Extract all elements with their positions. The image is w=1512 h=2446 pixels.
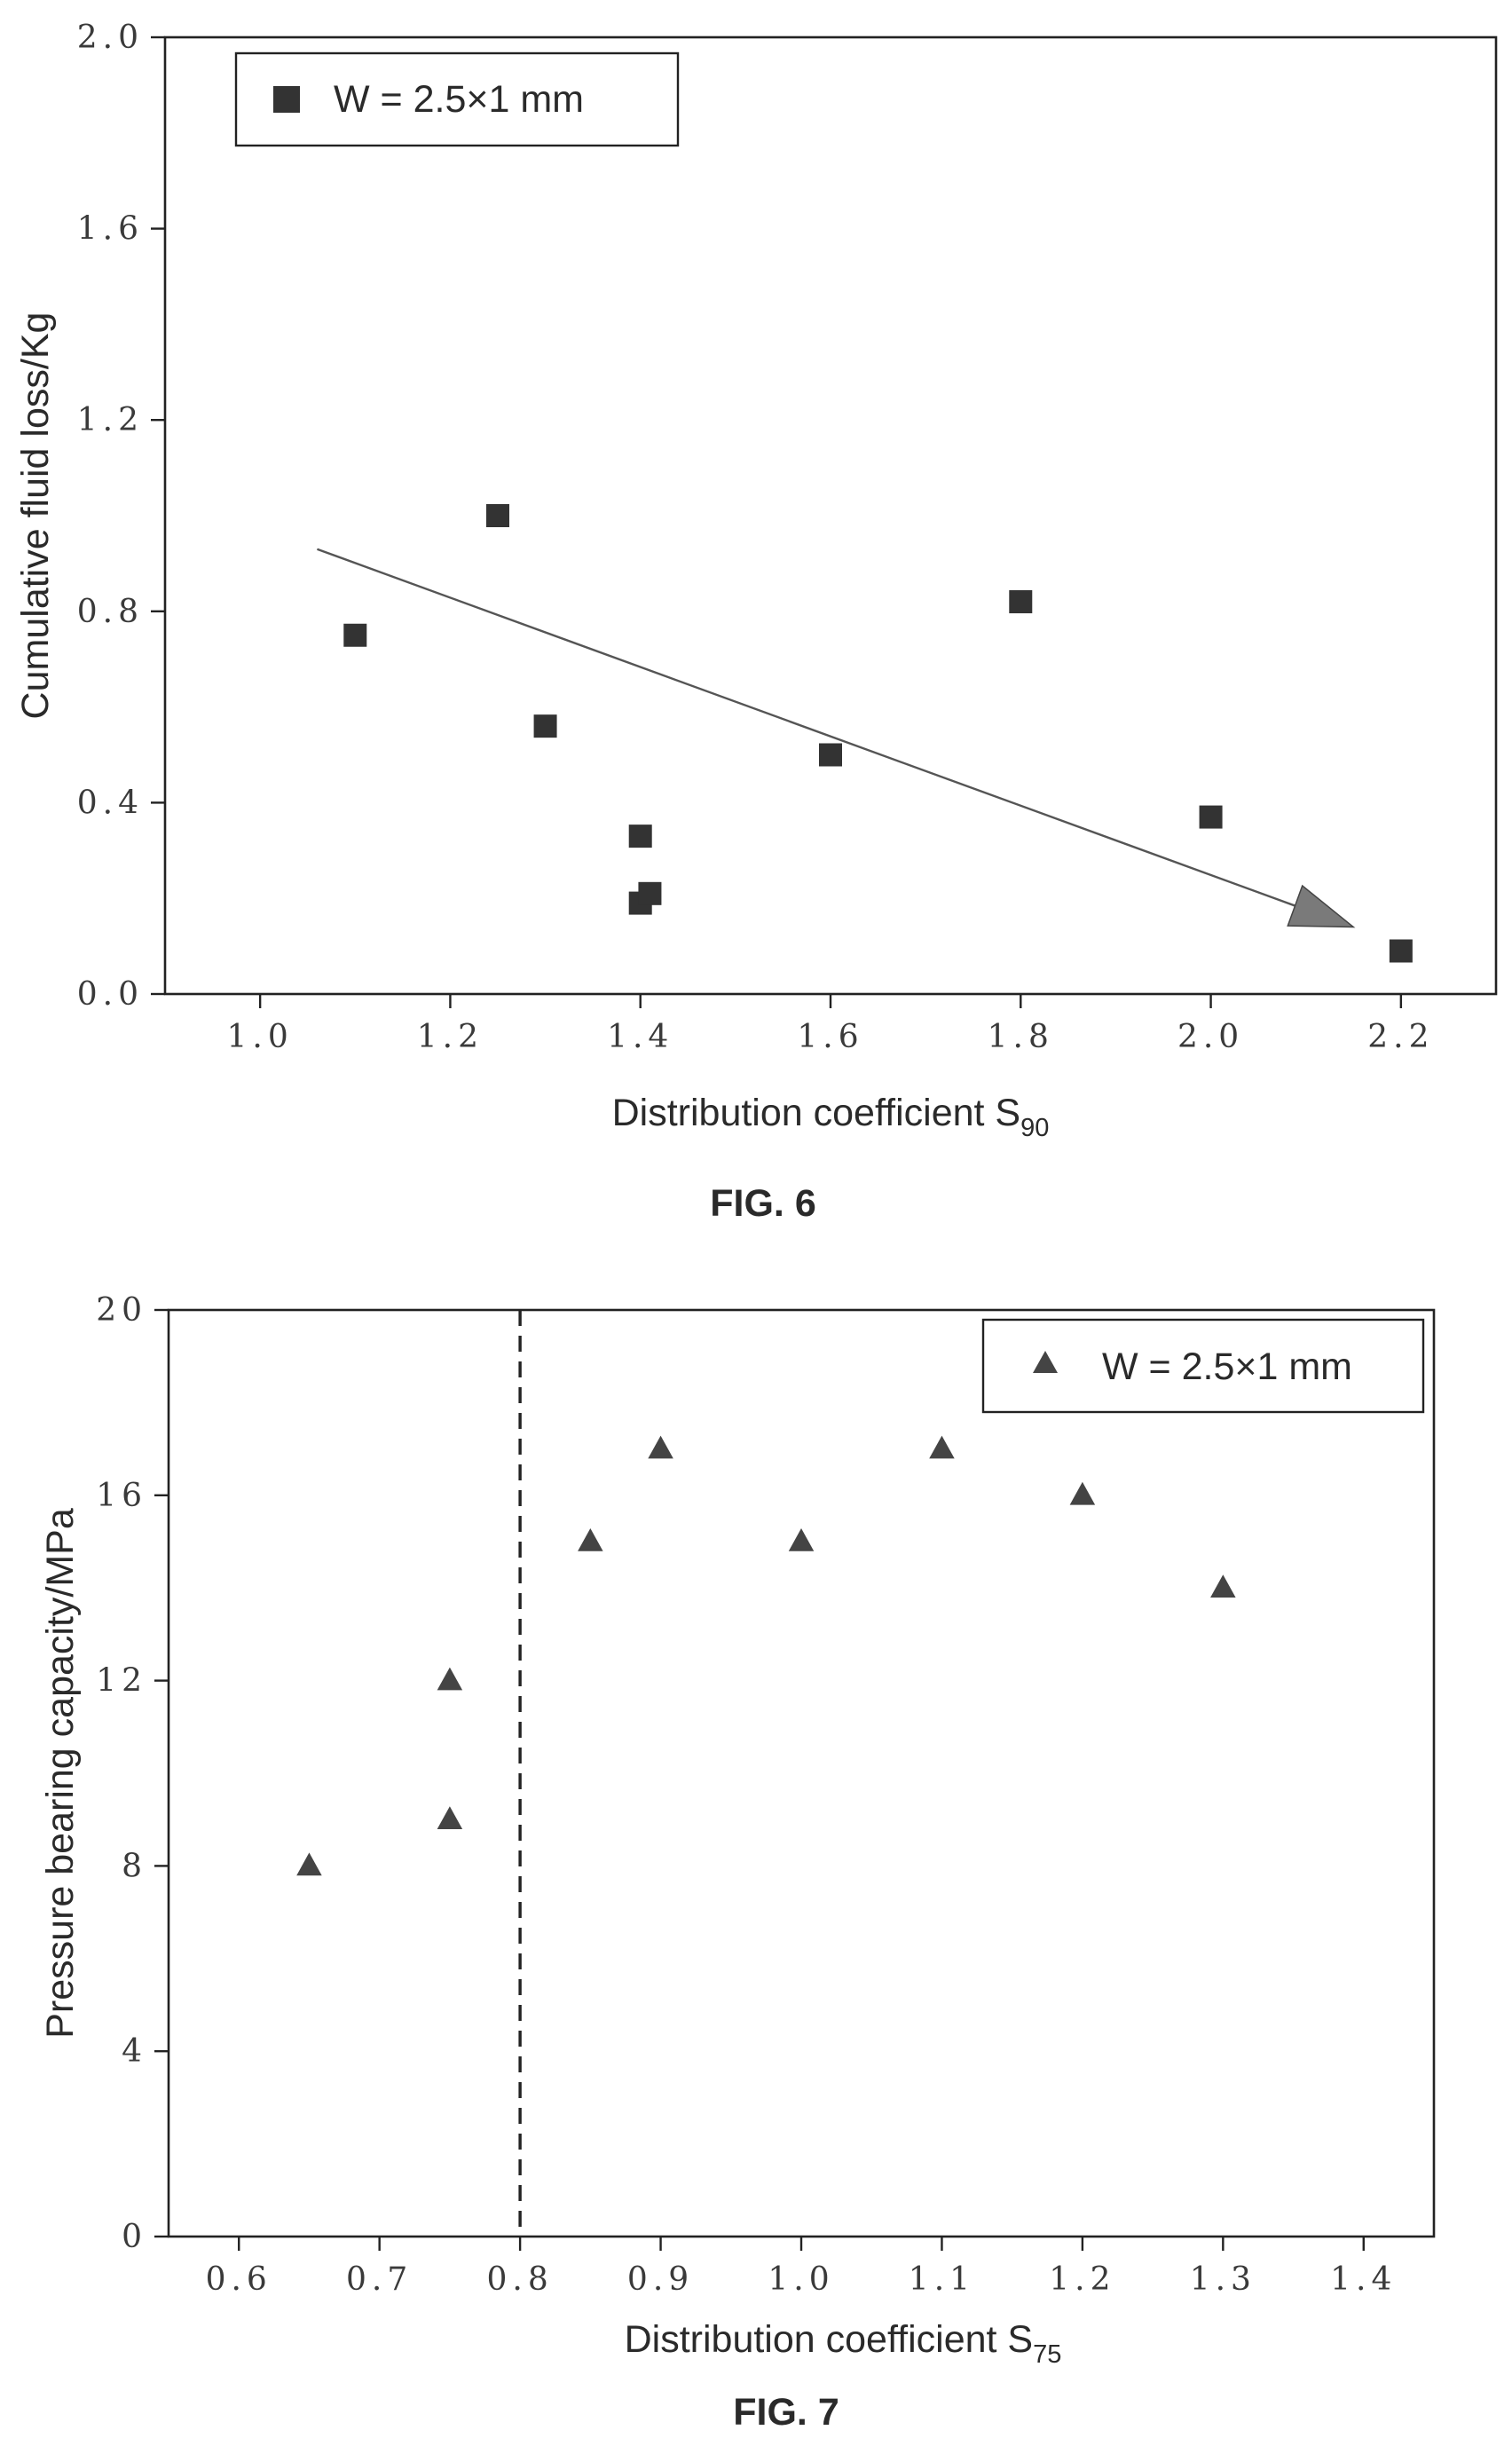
x-tick-label: 1.4: [1330, 2261, 1397, 2298]
data-point: [1389, 939, 1413, 963]
data-point: [1199, 805, 1223, 829]
legend-box: [981, 1318, 1425, 1414]
x-tick-label: 0.7: [346, 2261, 413, 2298]
y-tick-label: 20: [96, 1292, 147, 1329]
y-axis-label: Cumulative fluid loss/Kg: [14, 312, 57, 720]
data-point: [929, 1435, 955, 1459]
y-tick-label: 0.8: [77, 594, 144, 630]
y-tick-label: 0: [122, 2219, 147, 2255]
y-axis-label: Pressure bearing capacity/MPa: [39, 1508, 82, 2039]
data-point: [1210, 1574, 1236, 1598]
x-tick-label: 1.0: [768, 2261, 834, 2298]
x-tick-label: 1.8: [988, 1019, 1054, 1055]
data-point: [819, 743, 842, 767]
data-point: [437, 1667, 463, 1691]
data-point: [628, 825, 652, 848]
data-point: [1069, 1481, 1096, 1505]
chart-fig6: 1.0 1.2 1.4 1.6 1.8 2.0 2.20.00.40.81.21.62.0 …: [14, 20, 1498, 1225]
x-tick-label: 1.2: [417, 1019, 484, 1055]
data-point: [638, 881, 662, 905]
legend-label: W = 2.5×1 mm: [1102, 1345, 1352, 1388]
data-point: [648, 1435, 673, 1459]
legend-marker: [273, 86, 300, 113]
y-tick-label: 0.0: [77, 976, 144, 1013]
chart-fig7: 0.6 0.7 0.8 0.9 1.0 1.1 1.2 1.3 1.4 0 4 8 12 16 20 W =…: [39, 1292, 1436, 2434]
x-tick-label: 0.9: [627, 2261, 694, 2298]
y-tick-label: 12: [96, 1663, 147, 1700]
data-point: [296, 1852, 322, 1876]
y-tick-label: 16: [96, 1478, 147, 1514]
data-point: [578, 1528, 603, 1551]
x-axis-label: Distribution coefficient S90: [612, 1092, 1050, 1142]
y-tick-label: 4: [122, 2033, 147, 2070]
trend-arrow-line: [317, 548, 1295, 907]
x-tick-label: 0.6: [206, 2261, 272, 2298]
data-point: [343, 623, 367, 647]
y-tick-label: 1.2: [77, 402, 144, 438]
plot-frame: [163, 36, 1498, 996]
x-tick-label: 1.6: [797, 1019, 863, 1055]
x-tick-label: 2.2: [1367, 1019, 1434, 1055]
y-tick-label: 2.0: [77, 20, 144, 56]
y-tick-label: 0.4: [77, 785, 144, 821]
legend-marker: [1033, 1351, 1058, 1373]
legend-label: W = 2.5×1 mm: [334, 78, 584, 121]
figure-label: FIG. 6: [710, 1182, 815, 1225]
x-tick-label: 2.0: [1177, 1019, 1244, 1055]
figure-label: FIG. 7: [733, 2391, 839, 2434]
y-tick-label: 1.6: [77, 211, 144, 248]
x-tick-label: 0.8: [486, 2261, 553, 2298]
data-point: [533, 714, 557, 738]
data-point: [486, 504, 509, 527]
data-point: [1009, 590, 1033, 614]
x-tick-label: 1.1: [909, 2261, 975, 2298]
x-tick-label: 1.0: [227, 1019, 294, 1055]
x-tick-label: 1.4: [607, 1019, 673, 1055]
x-tick-label: 1.2: [1049, 2261, 1115, 2298]
plot-frame: [167, 1308, 1436, 2238]
x-tick-label: 1.3: [1190, 2261, 1256, 2298]
data-point: [437, 1806, 463, 1829]
x-axis-label: Distribution coefficient S75: [625, 2318, 1062, 2369]
y-tick-label: 8: [122, 1848, 147, 1884]
trend-arrow-head: [1287, 884, 1356, 928]
legend-box: [234, 51, 680, 147]
data-point: [788, 1528, 815, 1551]
